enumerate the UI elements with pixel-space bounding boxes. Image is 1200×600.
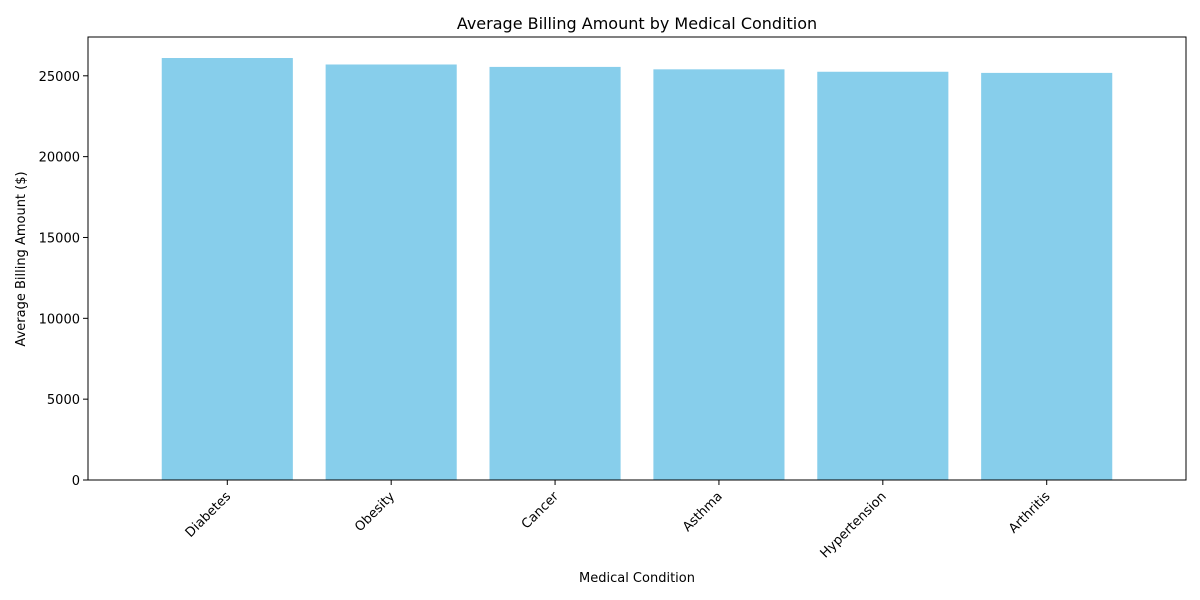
y-tick-label: 20000: [39, 151, 80, 166]
y-tick-label: 15000: [39, 231, 80, 246]
y-tick-label: 10000: [39, 312, 80, 327]
y-axis-title: Average Billing Amount ($): [14, 171, 29, 346]
bar-obesity: [325, 64, 457, 480]
bars-group: [161, 58, 1113, 481]
bar-asthma: [653, 69, 785, 481]
y-tick-label: 5000: [47, 393, 80, 408]
bar-hypertension: [817, 71, 949, 480]
bar-diabetes: [161, 58, 293, 480]
chart-title: Average Billing Amount by Medical Condit…: [457, 14, 817, 33]
y-tick-label: 25000: [39, 70, 80, 85]
x-axis-title: Medical Condition: [579, 571, 695, 586]
y-axis-ticks: 0 5000 10000 15000 20000 25000: [39, 70, 88, 489]
bar-cancer: [489, 66, 621, 480]
plot-frame: [87, 36, 1187, 481]
bar-arthritis: [981, 72, 1113, 480]
y-tick-label: 0: [72, 474, 80, 489]
